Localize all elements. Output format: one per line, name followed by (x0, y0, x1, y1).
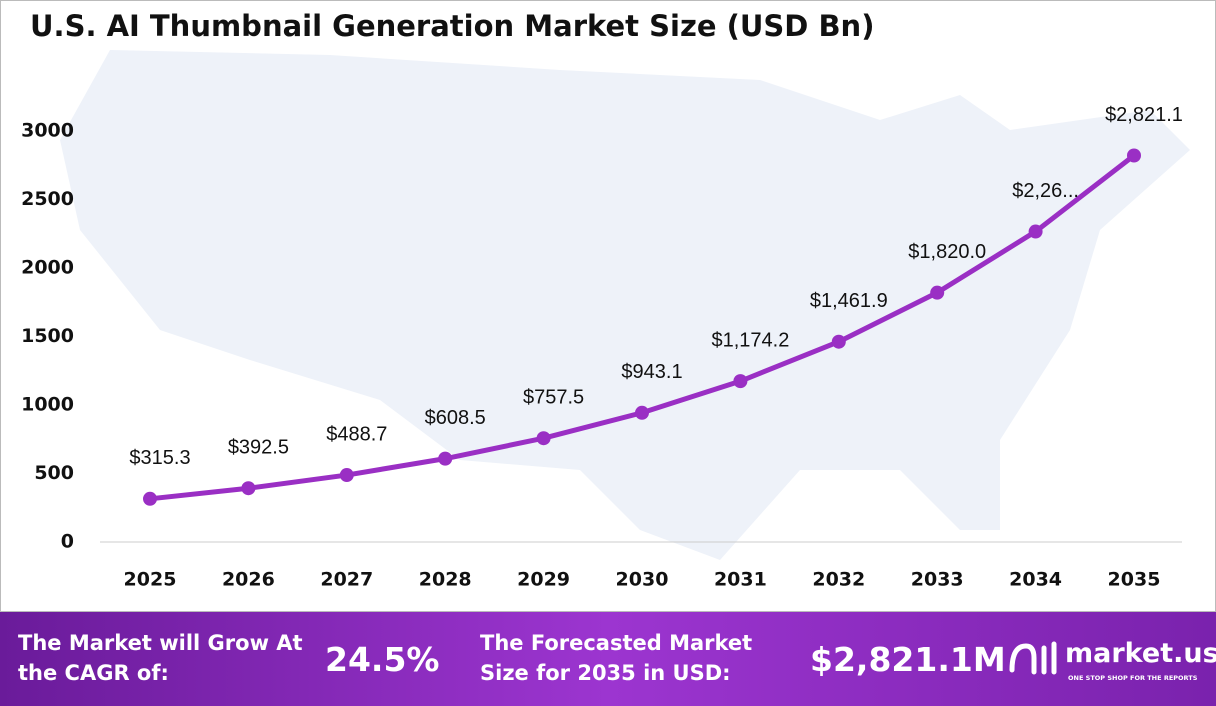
marker (831, 334, 846, 349)
y-tick-label: 500 (34, 462, 74, 484)
y-tick-label: 3000 (21, 120, 74, 142)
chart: U.S. AI Thumbnail Generation Market Size… (0, 0, 1216, 612)
value-label: $1,461.9 (810, 290, 888, 312)
tagline: ONE STOP SHOP FOR THE REPORTS (1068, 674, 1198, 682)
x-tick-label: 2030 (616, 569, 669, 591)
forecast-text: The Forecasted Market Size for 2035 in U… (480, 631, 753, 685)
value-label: $943.1 (621, 361, 682, 383)
value-label: $608.5 (425, 407, 486, 429)
marker (339, 468, 354, 483)
x-tick-label: 2025 (124, 569, 177, 591)
marker (635, 405, 649, 420)
marker (1028, 224, 1043, 239)
y-tick-label: 2500 (21, 188, 74, 210)
marker (733, 374, 748, 389)
y-tick-label: 1500 (21, 325, 74, 347)
y-tick-label: 1000 (21, 394, 74, 416)
y-tick-label: 2000 (21, 257, 74, 279)
cagr-text: The Market will Grow At the CAGR of: (18, 631, 303, 685)
marker (241, 481, 256, 496)
y-tick-label: 0 (61, 531, 74, 553)
x-tick-label: 2034 (1009, 569, 1062, 591)
marker (438, 451, 453, 466)
brand-logo (1009, 641, 1057, 675)
marker (930, 285, 945, 300)
value-label: $315.3 (129, 447, 190, 469)
cagr-value: 24.5% (325, 640, 440, 679)
x-tick-label: 2027 (320, 569, 373, 591)
x-tick-label: 2032 (812, 569, 865, 591)
forecast-value: $2,821.1M (810, 640, 1006, 679)
x-tick-label: 2028 (419, 569, 472, 591)
map-background (60, 50, 1190, 560)
x-tick-label: 2029 (517, 569, 570, 591)
footer: The Market will Grow At the CAGR of: 24.… (0, 612, 1216, 706)
value-label: $757.5 (523, 387, 584, 409)
x-tick-label: 2035 (1108, 569, 1161, 591)
x-tick-label: 2026 (222, 569, 275, 591)
value-label: $392.5 (228, 437, 289, 459)
marker (143, 491, 157, 506)
marker (1127, 148, 1141, 163)
value-label: $1,174.2 (711, 329, 789, 351)
brand: market.us (1065, 638, 1216, 669)
value-label: $2,26... (1012, 180, 1079, 202)
marker (536, 431, 551, 446)
x-tick-label: 2033 (911, 569, 964, 591)
x-tick-label: 2031 (714, 569, 767, 591)
value-label: $488.7 (326, 423, 387, 445)
chart-title: U.S. AI Thumbnail Generation Market Size… (30, 9, 874, 43)
value-label: $1,820.0 (908, 241, 986, 263)
value-label: $2,821.1 (1105, 104, 1183, 126)
